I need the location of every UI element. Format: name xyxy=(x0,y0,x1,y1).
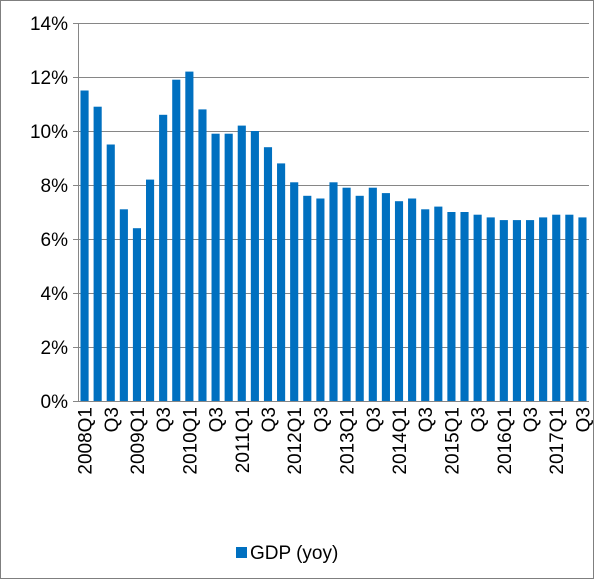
bar-2011Q1 xyxy=(237,125,246,401)
bar-2014Q4 xyxy=(434,206,443,401)
bar-2015Q3 xyxy=(473,214,482,401)
bar-2008Q3 xyxy=(106,144,115,401)
bar-2009Q2 xyxy=(146,179,155,401)
y-tick-label-2: 4% xyxy=(41,284,69,305)
bar-2010Q4 xyxy=(224,133,233,401)
x-tick-label-14: Q3 xyxy=(259,407,280,432)
bar-2016Q4 xyxy=(539,217,548,401)
y-tick-label-7: 14% xyxy=(30,14,68,35)
bar-2014Q1 xyxy=(394,201,404,401)
bar-2017Q3 xyxy=(578,217,587,401)
x-tick-label-18: Q3 xyxy=(311,407,332,432)
bar-2015Q4 xyxy=(486,217,495,401)
x-tick-labels: 2008Q1 Q3 2009Q1 Q3 2010Q1 Q3 2011Q1 Q3 2012Q1 Q3… xyxy=(76,407,593,475)
x-tick-label-20: 2013Q1 xyxy=(338,407,359,475)
bar-2012Q2 xyxy=(303,195,312,401)
x-tick-label-16: 2012Q1 xyxy=(285,407,306,475)
bar-2010Q2 xyxy=(198,109,207,402)
bars xyxy=(80,71,587,402)
bar-2009Q3 xyxy=(159,114,168,402)
x-tick-label-12: 2011Q1 xyxy=(233,407,254,473)
bar-2014Q2 xyxy=(408,198,417,401)
x-tick-label-32: 2016Q1 xyxy=(495,407,516,475)
bar-2012Q4 xyxy=(329,182,338,401)
x-tick-label-22: Q3 xyxy=(364,407,385,432)
bar-2008Q4 xyxy=(119,209,128,401)
x-tick-label-8: 2010Q1 xyxy=(180,407,201,475)
x-tick-label-24: 2014Q1 xyxy=(390,407,411,475)
bar-2008Q1 xyxy=(80,90,89,401)
x-tick-label-6: Q3 xyxy=(154,407,175,432)
bar-2011Q2 xyxy=(250,131,259,401)
bar-2008Q2 xyxy=(93,106,102,401)
bar-2015Q1 xyxy=(447,212,456,401)
bar-2011Q3 xyxy=(263,147,273,401)
bar-2012Q3 xyxy=(316,198,325,401)
x-tick-label-36: 2017Q1 xyxy=(547,407,568,475)
bar-2009Q4 xyxy=(172,79,181,401)
y-tick-label-3: 6% xyxy=(41,230,69,251)
bar-2013Q4 xyxy=(381,193,390,401)
bar-2015Q2 xyxy=(460,212,469,401)
bar-2016Q1 xyxy=(499,220,508,401)
axes xyxy=(73,23,589,402)
x-tick-label-4: 2009Q1 xyxy=(128,407,149,475)
bar-2014Q3 xyxy=(421,209,430,401)
y-tick-label-0: 0% xyxy=(41,392,69,413)
bar-2013Q3 xyxy=(368,187,377,401)
y-tick-label-6: 12% xyxy=(30,68,68,89)
x-tick-label-28: 2015Q1 xyxy=(442,407,463,475)
bar-2017Q1 xyxy=(552,214,561,401)
bar-2012Q1 xyxy=(290,182,299,401)
bar-2010Q1 xyxy=(185,71,194,401)
legend-label: GDP (yoy) xyxy=(250,543,338,564)
x-tick-label-38: Q3 xyxy=(573,407,593,432)
bar-2010Q3 xyxy=(211,133,220,401)
x-tick-label-30: Q3 xyxy=(469,407,490,432)
y-tick-label-4: 8% xyxy=(41,176,69,197)
x-tick-label-0: 2008Q1 xyxy=(76,407,97,475)
legend: GDP (yoy) xyxy=(236,543,338,564)
bar-2016Q2 xyxy=(512,220,521,401)
bar-2016Q3 xyxy=(525,220,535,401)
legend-swatch xyxy=(236,547,247,558)
x-tick-label-34: Q3 xyxy=(521,407,542,432)
y-tick-labels: 0% 2% 4% 6% 8% 10% 12% 14% xyxy=(30,14,68,413)
y-tick-label-1: 2% xyxy=(41,338,69,359)
x-tick-label-2: Q3 xyxy=(102,407,123,432)
bar-2009Q1 xyxy=(132,228,142,401)
y-tick-label-5: 10% xyxy=(30,122,68,143)
x-tick-label-10: Q3 xyxy=(207,407,228,432)
x-tick-label-26: Q3 xyxy=(416,407,437,432)
bar-2011Q4 xyxy=(277,163,286,401)
bar-2013Q2 xyxy=(355,195,364,401)
bar-2017Q2 xyxy=(565,214,574,401)
bar-2013Q1 xyxy=(342,187,351,401)
